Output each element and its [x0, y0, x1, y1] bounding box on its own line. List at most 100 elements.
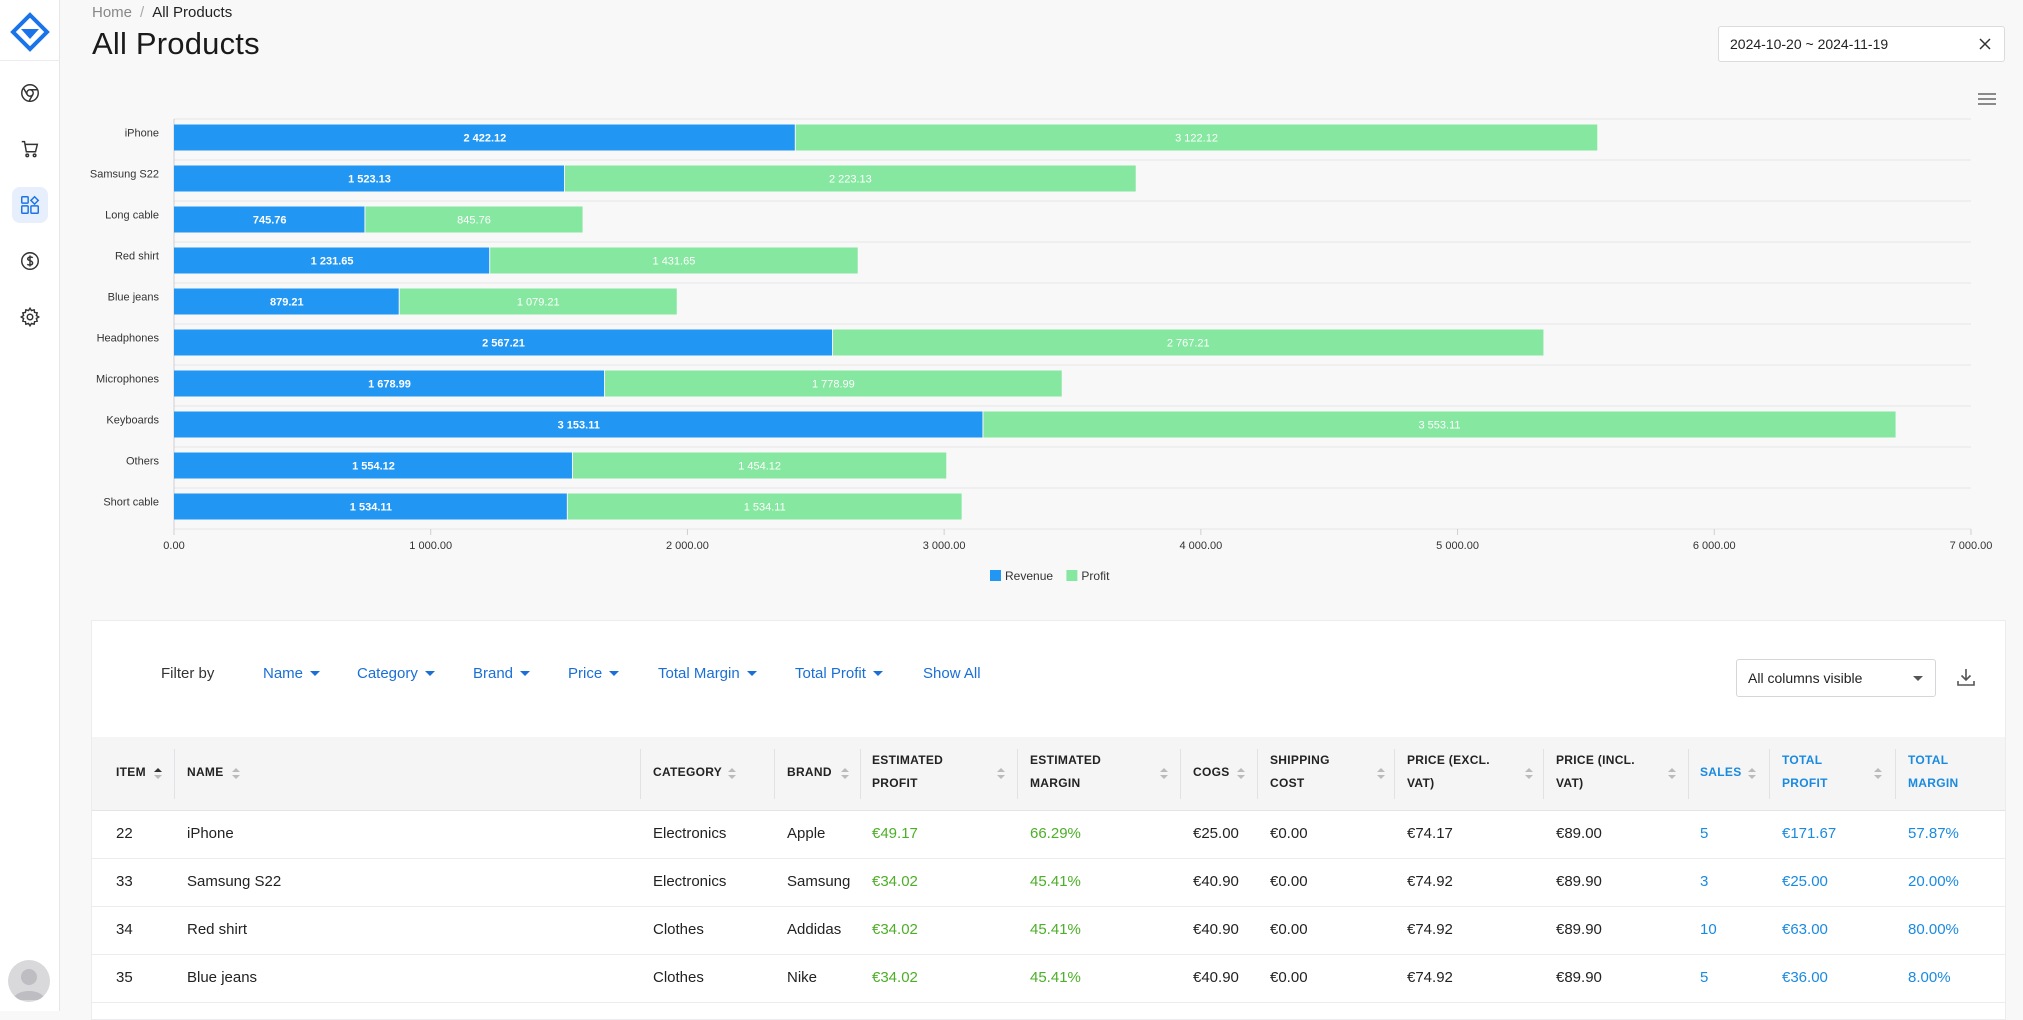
column-header[interactable]: PRICE (INCL. VAT) [1556, 749, 1635, 795]
category-label: Short cable [103, 497, 159, 509]
table-cell[interactable]: 10 [1700, 921, 1717, 938]
hamburger-menu-icon[interactable] [1977, 92, 1997, 106]
bar-profit [983, 411, 1896, 438]
column-header-label: VAT) [1407, 776, 1435, 790]
table-cell[interactable]: 3 [1700, 873, 1709, 890]
table-cell[interactable]: €63.00 [1782, 921, 1828, 938]
table-cell: €89.90 [1556, 873, 1602, 890]
column-header[interactable]: NAME [187, 761, 224, 784]
column-header-label: COST [1270, 776, 1305, 790]
table-cell: Samsung S22 [187, 873, 282, 890]
table-cell[interactable]: €171.67 [1782, 825, 1837, 842]
column-header-label: ITEM [116, 765, 146, 779]
column-divider [774, 749, 775, 799]
data-label: 845.76 [457, 215, 491, 227]
breadcrumb: Home / All Products [92, 4, 232, 21]
table-row[interactable]: 22 iPhone Electronics Apple €49.17 66.29% €25.… [92, 811, 2005, 859]
column-divider [1688, 749, 1689, 799]
column-header[interactable]: TOTAL MARGIN [1908, 749, 1958, 795]
table-cell[interactable]: 20.00% [1908, 873, 1959, 890]
chevron-down-icon [746, 671, 757, 676]
column-header[interactable]: PRICE (EXCL. VAT) [1407, 749, 1490, 795]
cart-icon [21, 140, 39, 158]
table-cell: Electronics [653, 825, 727, 842]
app-logo[interactable] [10, 12, 50, 52]
data-label: 1 778.99 [812, 379, 855, 391]
data-label: 1 523.13 [348, 174, 391, 186]
user-avatar[interactable] [8, 960, 50, 1002]
bar-profit [399, 288, 677, 315]
category-label: Blue jeans [108, 292, 160, 304]
column-header-label: PROFIT [1782, 776, 1828, 790]
chevron-down-icon [310, 671, 321, 676]
table-cell[interactable]: 5 [1700, 825, 1709, 842]
download-icon[interactable] [1955, 666, 1977, 688]
table-cell: 22 [116, 825, 133, 842]
table-cell: €74.92 [1407, 873, 1453, 890]
filter-brand[interactable]: Brand [473, 665, 531, 682]
filter-total-margin[interactable]: Total Margin [658, 665, 757, 682]
column-header[interactable]: SHIPPING COST [1270, 749, 1330, 795]
x-tick-label: 1 000.00 [409, 540, 452, 552]
table-cell: 45.41% [1030, 873, 1081, 890]
chevron-down-icon [609, 671, 620, 676]
data-label: 2 767.21 [1167, 338, 1210, 350]
column-header[interactable]: ESTIMATED MARGIN [1030, 749, 1101, 795]
table-cell[interactable]: 8.00% [1908, 969, 1951, 986]
show-all-button[interactable]: Show All [923, 665, 981, 682]
breadcrumb-home[interactable]: Home [92, 4, 133, 21]
category-label: iPhone [125, 128, 159, 140]
column-header[interactable]: ITEM [116, 761, 146, 784]
table-cell: €0.00 [1270, 825, 1308, 842]
column-header[interactable]: TOTAL PROFIT [1782, 749, 1828, 795]
filter-total-profit[interactable]: Total Profit [795, 665, 883, 682]
bar-profit [605, 370, 1062, 397]
table-cell: €0.00 [1270, 873, 1308, 890]
date-range-picker[interactable]: 2024-10-20 ~ 2024-11-19 [1718, 26, 2005, 62]
column-header-label: VAT) [1556, 776, 1584, 790]
x-tick-label: 2 000.00 [666, 540, 709, 552]
column-divider [1543, 749, 1544, 799]
legend-label: Revenue [1005, 569, 1053, 583]
column-header[interactable]: ESTIMATED PROFIT [872, 749, 943, 795]
table-cell: Clothes [653, 969, 704, 986]
table-cell[interactable]: €25.00 [1782, 873, 1828, 890]
filter-name[interactable]: Name [263, 665, 321, 682]
table-cell[interactable]: 5 [1700, 969, 1709, 986]
column-header-label: PRICE (EXCL. [1407, 753, 1490, 767]
column-header[interactable]: CATEGORY [653, 761, 722, 784]
table-cell[interactable]: €36.00 [1782, 969, 1828, 986]
table-row[interactable]: 35 Blue jeans Clothes Nike €34.02 45.41% €40.9… [92, 955, 2005, 1003]
filter-category[interactable]: Category [357, 665, 435, 682]
nav-orders[interactable] [12, 131, 48, 167]
chevron-down-icon [424, 671, 435, 676]
column-header-label: NAME [187, 765, 224, 779]
breadcrumb-current: All Products [152, 4, 233, 21]
column-header-label: SALES [1700, 765, 1742, 779]
filter-price[interactable]: Price [568, 665, 620, 682]
nav-settings[interactable] [12, 299, 48, 335]
category-label: Red shirt [115, 251, 159, 263]
data-label: 1 231.65 [311, 256, 354, 268]
columns-visibility-select[interactable]: All columns visible [1736, 659, 1936, 697]
table-cell: €74.17 [1407, 825, 1453, 842]
table-cell[interactable]: 57.87% [1908, 825, 1959, 842]
column-header[interactable]: COGS [1193, 761, 1230, 784]
filter-label: Brand [473, 665, 514, 682]
filter-label: Name [263, 665, 304, 682]
data-label: 2 223.13 [829, 174, 872, 186]
column-header[interactable]: SALES [1700, 761, 1742, 784]
table-row[interactable]: 33 Samsung S22 Electronics Samsung €34.02 45.… [92, 859, 2005, 907]
table-cell[interactable]: 80.00% [1908, 921, 1959, 938]
nav-products[interactable] [12, 187, 48, 223]
sidebar [0, 0, 60, 1011]
table-row[interactable]: 34 Red shirt Clothes Addidas €34.02 45.41% €40… [92, 907, 2005, 955]
bar-revenue [174, 493, 567, 520]
column-divider [860, 749, 861, 799]
close-icon[interactable] [1976, 35, 1994, 53]
column-header[interactable]: BRAND [787, 761, 832, 784]
legend-label: Profit [1081, 569, 1110, 583]
nav-finance[interactable] [12, 243, 48, 279]
nav-chrome[interactable] [12, 75, 48, 111]
bar-profit [833, 329, 1544, 356]
